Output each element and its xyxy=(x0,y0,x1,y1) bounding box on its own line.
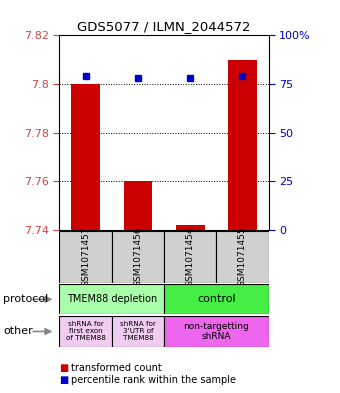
Text: GSM1071455: GSM1071455 xyxy=(238,227,247,287)
Bar xyxy=(112,231,164,283)
Text: TMEM88 depletion: TMEM88 depletion xyxy=(67,294,157,304)
Text: non-targetting
shRNA: non-targetting shRNA xyxy=(184,322,249,341)
Bar xyxy=(71,84,100,230)
Text: ■: ■ xyxy=(59,375,69,386)
Bar xyxy=(59,284,164,314)
Bar xyxy=(59,231,112,283)
Text: GSM1071457: GSM1071457 xyxy=(81,227,90,287)
Text: other: other xyxy=(3,327,33,336)
Text: control: control xyxy=(197,294,236,304)
Bar xyxy=(216,231,269,283)
Bar xyxy=(112,316,164,347)
Bar xyxy=(228,60,257,230)
Text: GSM1071454: GSM1071454 xyxy=(186,227,195,287)
Text: protocol: protocol xyxy=(3,294,49,304)
Bar xyxy=(164,316,269,347)
Text: percentile rank within the sample: percentile rank within the sample xyxy=(71,375,236,386)
Bar xyxy=(176,225,205,230)
Text: transformed count: transformed count xyxy=(71,363,162,373)
Bar xyxy=(164,284,269,314)
Text: ■: ■ xyxy=(59,363,69,373)
Text: shRNA for
3'UTR of
TMEM88: shRNA for 3'UTR of TMEM88 xyxy=(120,321,156,342)
Text: GSM1071456: GSM1071456 xyxy=(133,227,142,287)
Bar xyxy=(123,181,152,230)
Bar xyxy=(59,316,112,347)
Text: shRNA for
first exon
of TMEM88: shRNA for first exon of TMEM88 xyxy=(66,321,106,342)
Bar xyxy=(164,231,216,283)
Title: GDS5077 / ILMN_2044572: GDS5077 / ILMN_2044572 xyxy=(77,20,251,33)
